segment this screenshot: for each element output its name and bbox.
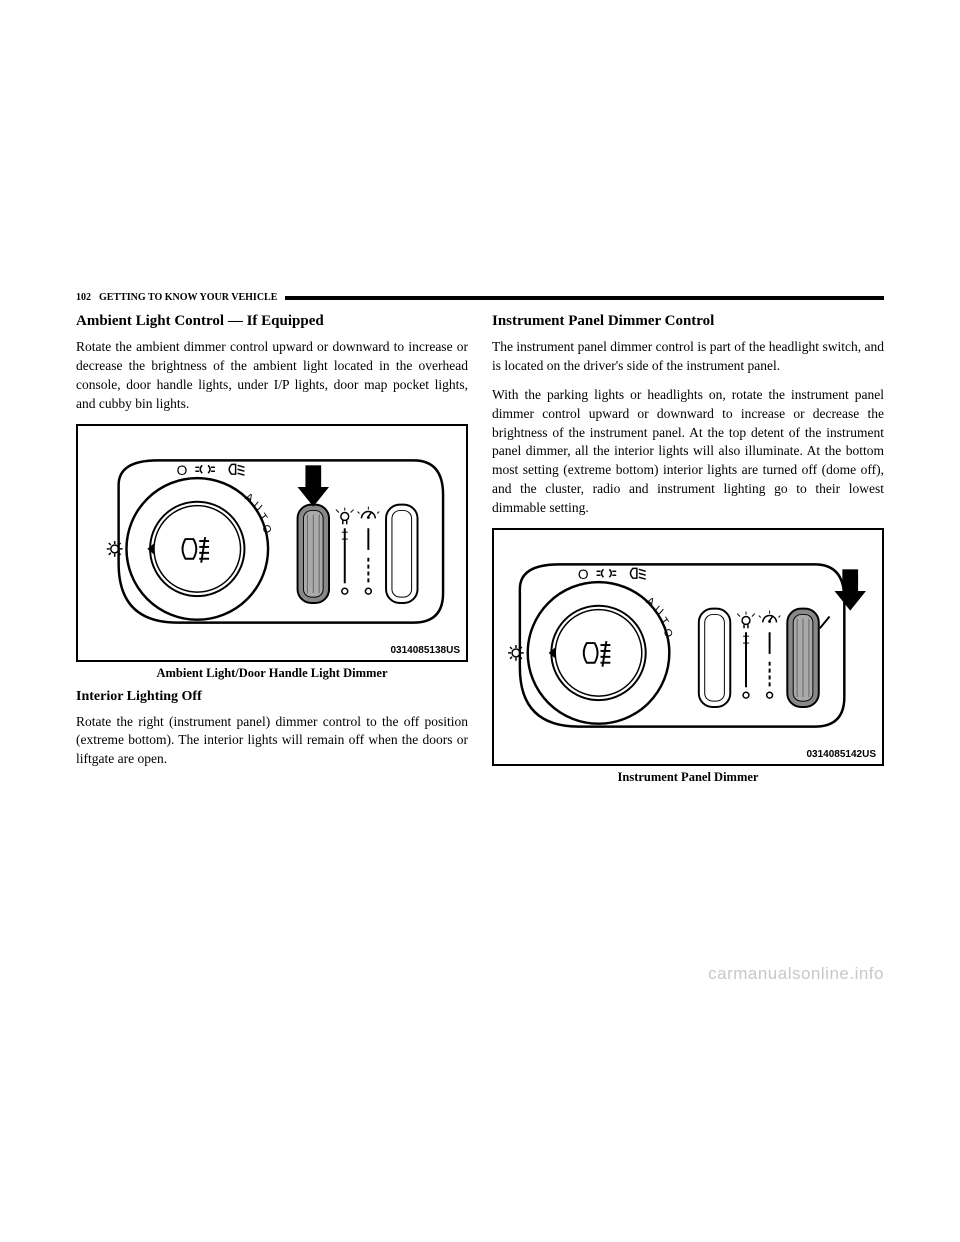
- header-rule: [285, 296, 884, 300]
- instrument-panel-paragraph-2: With the parking lights or headlights on…: [492, 386, 884, 518]
- figure-code-2: 0314085142US: [806, 749, 876, 760]
- page-number: 102: [76, 292, 91, 303]
- right-column: Instrument Panel Dimmer Control The inst…: [492, 313, 884, 793]
- instrument-panel-figure: O: [492, 528, 884, 785]
- ambient-light-diagram: O: [76, 424, 468, 662]
- ambient-light-heading: Ambient Light Control — If Equipped: [76, 313, 468, 330]
- instrument-panel-paragraph-1: The instrument panel dimmer control is p…: [492, 338, 884, 376]
- headlight-switch-svg-1: O: [78, 426, 466, 660]
- instrument-panel-caption: Instrument Panel Dimmer: [492, 770, 884, 785]
- left-column: Ambient Light Control — If Equipped Rota…: [76, 313, 468, 793]
- columns: Ambient Light Control — If Equipped Rota…: [76, 313, 884, 793]
- instrument-panel-diagram: O: [492, 528, 884, 766]
- section-title: GETTING TO KNOW YOUR VEHICLE: [99, 292, 277, 303]
- instrument-panel-heading: Instrument Panel Dimmer Control: [492, 313, 884, 330]
- svg-text:O: O: [578, 567, 589, 582]
- page-header: 102 GETTING TO KNOW YOUR VEHICLE: [76, 292, 884, 303]
- interior-lighting-paragraph: Rotate the right (instrument panel) dimm…: [76, 713, 468, 770]
- page-content: 102 GETTING TO KNOW YOUR VEHICLE Ambient…: [76, 292, 884, 793]
- ambient-light-caption: Ambient Light/Door Handle Light Dimmer: [76, 666, 468, 681]
- ambient-light-figure: O: [76, 424, 468, 681]
- headlight-switch-svg-2: O: [494, 530, 882, 764]
- svg-text:O: O: [177, 463, 188, 478]
- watermark: carmanualsonline.info: [708, 964, 884, 984]
- interior-lighting-heading: Interior Lighting Off: [76, 689, 468, 705]
- ambient-light-paragraph: Rotate the ambient dimmer control upward…: [76, 338, 468, 414]
- figure-code-1: 0314085138US: [390, 645, 460, 656]
